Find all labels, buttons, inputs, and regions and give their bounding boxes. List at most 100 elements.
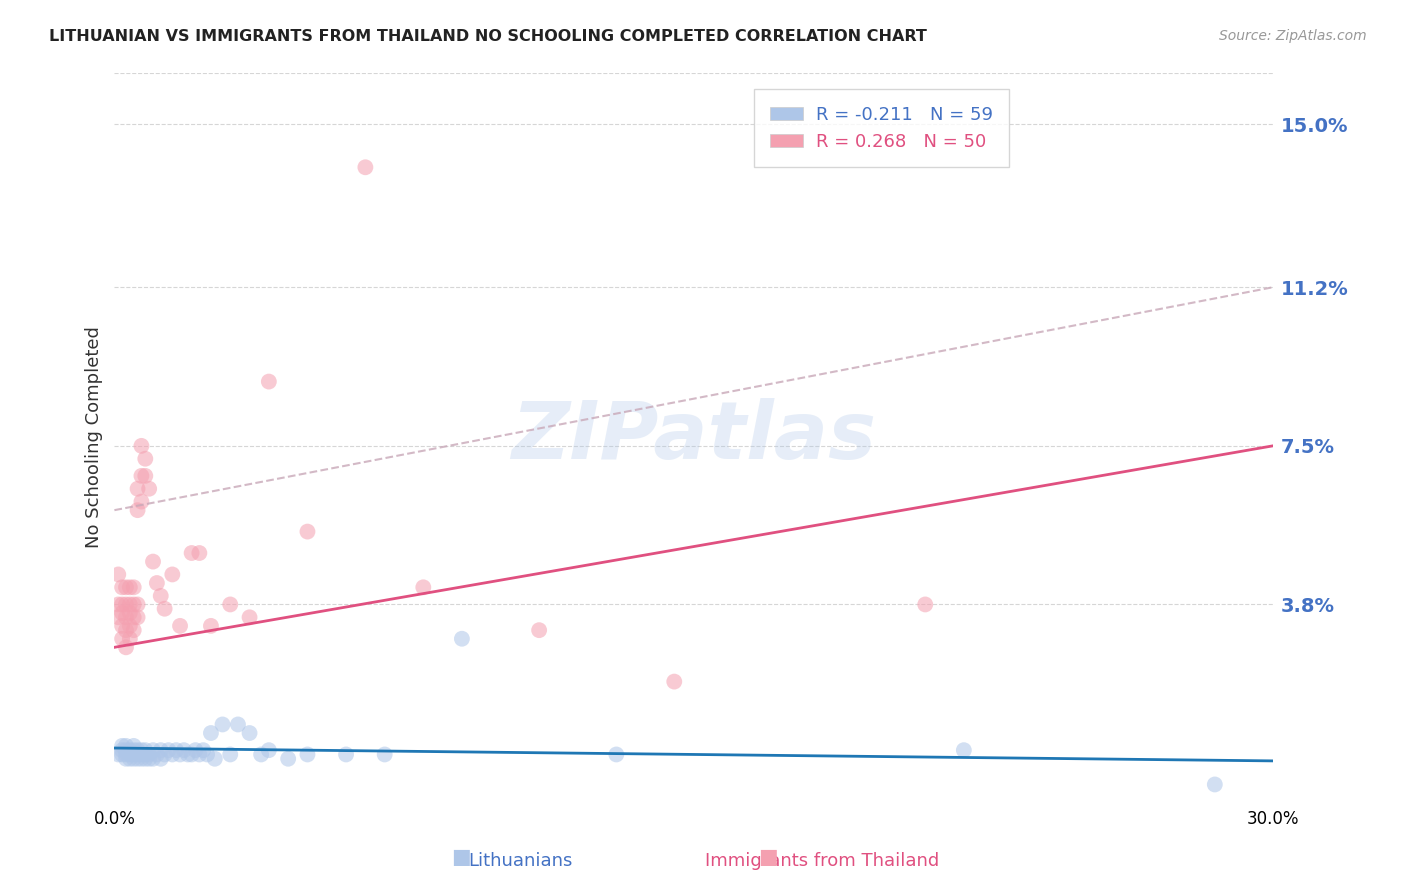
Y-axis label: No Schooling Completed: No Schooling Completed — [86, 326, 103, 549]
Point — [107, 610, 129, 624]
Point — [188, 747, 211, 762]
Point — [238, 610, 260, 624]
Point — [115, 752, 138, 766]
Point — [115, 598, 138, 612]
Point — [193, 743, 215, 757]
Text: LITHUANIAN VS IMMIGRANTS FROM THAILAND NO SCHOOLING COMPLETED CORRELATION CHART: LITHUANIAN VS IMMIGRANTS FROM THAILAND N… — [49, 29, 927, 44]
Point — [914, 598, 936, 612]
Point — [180, 747, 202, 762]
Point — [953, 743, 976, 757]
Point — [122, 610, 145, 624]
Point — [664, 674, 686, 689]
Point — [374, 747, 396, 762]
Point — [107, 598, 129, 612]
Point — [219, 747, 242, 762]
Text: Source: ZipAtlas.com: Source: ZipAtlas.com — [1219, 29, 1367, 43]
Point — [142, 555, 165, 569]
Point — [122, 743, 145, 757]
Point — [169, 747, 191, 762]
Point — [118, 598, 141, 612]
Point — [142, 743, 165, 757]
Point — [122, 752, 145, 766]
Point — [200, 726, 222, 740]
Point — [111, 619, 134, 633]
Point — [157, 743, 180, 757]
Point — [412, 580, 434, 594]
Point — [115, 747, 138, 762]
Point — [131, 439, 153, 453]
Text: ■: ■ — [758, 847, 778, 867]
Point — [111, 580, 134, 594]
Point — [131, 743, 153, 757]
Point — [277, 752, 299, 766]
Point — [195, 747, 218, 762]
Point — [257, 375, 280, 389]
Point — [111, 747, 134, 762]
Point — [162, 567, 184, 582]
Legend: R = -0.211   N = 59, R = 0.268   N = 50: R = -0.211 N = 59, R = 0.268 N = 50 — [754, 89, 1010, 167]
Point — [527, 623, 550, 637]
Point — [257, 743, 280, 757]
Point — [138, 752, 160, 766]
Point — [131, 747, 153, 762]
Point — [127, 503, 149, 517]
Point — [122, 598, 145, 612]
Point — [211, 717, 233, 731]
Point — [118, 747, 141, 762]
Point — [335, 747, 357, 762]
Point — [127, 747, 149, 762]
Point — [118, 619, 141, 633]
Point — [146, 747, 169, 762]
Point — [219, 598, 242, 612]
Point — [122, 739, 145, 753]
Point — [134, 752, 156, 766]
Text: Lithuanians: Lithuanians — [468, 852, 572, 870]
Point — [107, 747, 129, 762]
Point — [297, 747, 319, 762]
Point — [165, 743, 187, 757]
Point — [118, 752, 141, 766]
Point — [127, 610, 149, 624]
Point — [177, 747, 200, 762]
Point — [180, 546, 202, 560]
Text: ■: ■ — [451, 847, 471, 867]
Point — [605, 747, 627, 762]
Point — [138, 747, 160, 762]
Point — [173, 743, 195, 757]
Point — [134, 468, 156, 483]
Point — [354, 161, 377, 175]
Point — [115, 640, 138, 655]
Point — [122, 580, 145, 594]
Point — [115, 743, 138, 757]
Point — [134, 747, 156, 762]
Point — [149, 743, 172, 757]
Point — [188, 546, 211, 560]
Point — [111, 743, 134, 757]
Point — [118, 606, 141, 620]
Point — [142, 752, 165, 766]
Point — [111, 632, 134, 646]
Point — [118, 632, 141, 646]
Point — [134, 451, 156, 466]
Point — [115, 623, 138, 637]
Point — [226, 717, 249, 731]
Point — [131, 468, 153, 483]
Point — [111, 606, 134, 620]
Point — [115, 580, 138, 594]
Point — [149, 589, 172, 603]
Point — [138, 482, 160, 496]
Point — [127, 482, 149, 496]
Point — [115, 610, 138, 624]
Point — [1204, 777, 1226, 791]
Point — [169, 619, 191, 633]
Point — [122, 747, 145, 762]
Point — [127, 743, 149, 757]
Point — [118, 580, 141, 594]
Point — [118, 743, 141, 757]
Point — [146, 576, 169, 591]
Point — [127, 598, 149, 612]
Point — [200, 619, 222, 633]
Point — [297, 524, 319, 539]
Point — [238, 726, 260, 740]
Point — [451, 632, 474, 646]
